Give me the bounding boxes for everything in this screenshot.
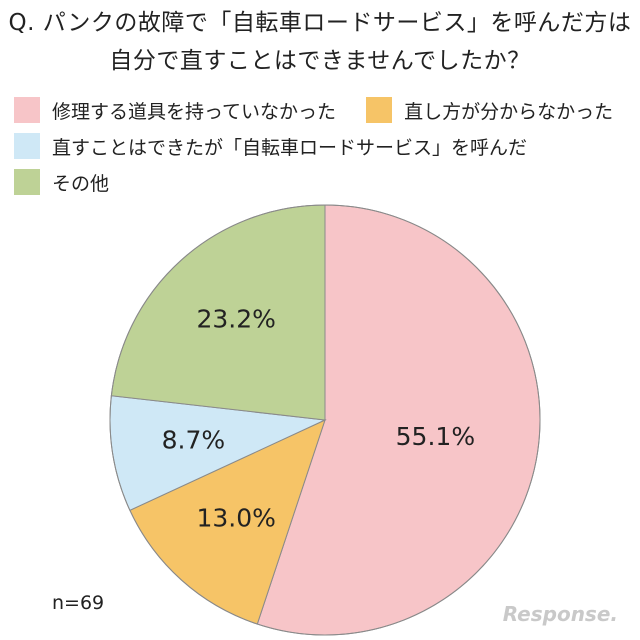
- legend-item-could-fix: 直すことはできたが「自転車ロードサービス」を呼んだ: [14, 133, 527, 160]
- chart-title-line2: 自分で直すことはできませんでしたか？: [109, 48, 531, 74]
- pie-outline: [109, 204, 541, 636]
- legend-label-could-fix: 直すことはできたが「自転車ロードサービス」を呼んだ: [52, 136, 528, 159]
- legend-label-other: その他: [52, 172, 110, 195]
- legend-swatch-could-fix: [14, 133, 40, 159]
- chart-title-line1: Q. パンクの故障で「自転車ロードサービス」を呼んだ方は: [8, 10, 632, 36]
- data-label-howto: 13.0%: [197, 503, 276, 532]
- sample-size-note: n=69: [52, 592, 105, 614]
- legend-item-other: その他: [14, 169, 109, 196]
- data-label-tools: 55.1%: [396, 422, 475, 451]
- legend-swatch-howto: [366, 97, 393, 123]
- legend-label-howto: 直し方が分からなかった: [404, 100, 614, 123]
- chart-legend: 修理する道具を持っていなかった 直し方が分からなかった 直すことはできたが「自転…: [14, 92, 634, 200]
- response-logo: Response.: [502, 602, 618, 626]
- legend-swatch-other: [14, 169, 40, 195]
- data-label-could-fix: 8.7%: [162, 425, 226, 454]
- legend-item-tools: 修理する道具を持っていなかった: [14, 97, 336, 124]
- legend-swatch-tools: [14, 97, 40, 123]
- data-label-other: 23.2%: [197, 305, 276, 334]
- legend-item-howto: 直し方が分からなかった: [366, 97, 613, 124]
- legend-label-tools: 修理する道具を持っていなかった: [52, 100, 337, 123]
